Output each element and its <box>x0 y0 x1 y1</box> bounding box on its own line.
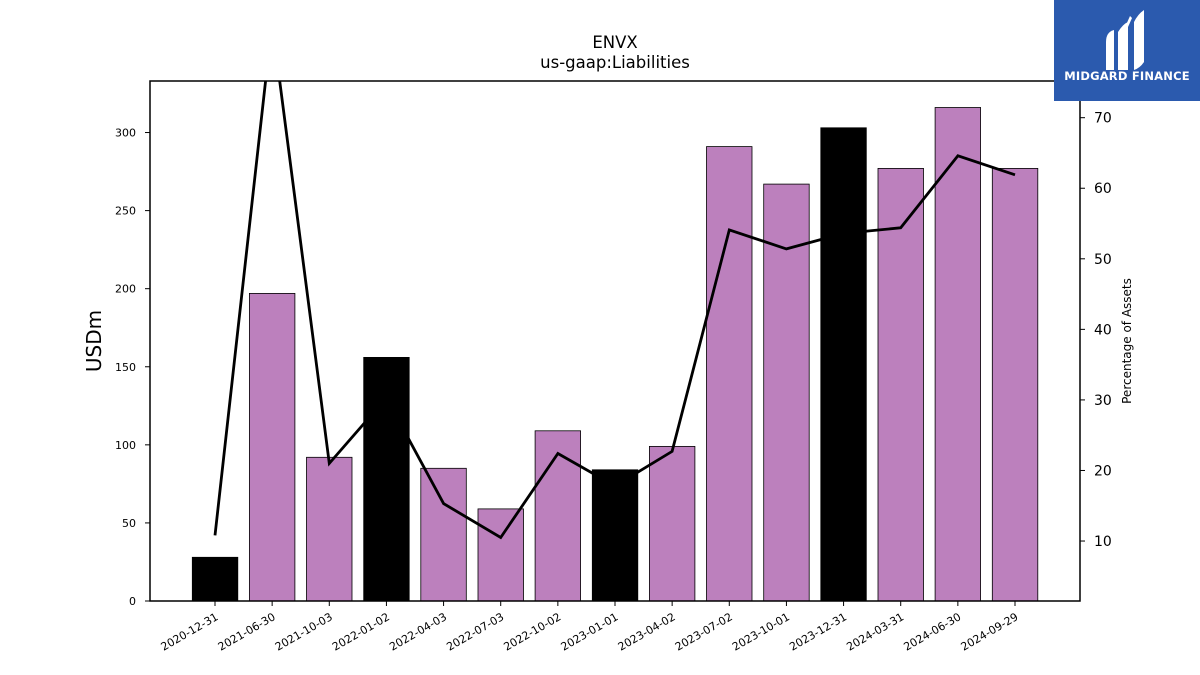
bar-2022-04-03 <box>420 467 467 602</box>
x-tick-label: 2022-01-02 <box>330 610 392 653</box>
x-tick-label: 2023-10-01 <box>730 610 792 653</box>
y2-tick-label: 40 <box>1094 322 1112 338</box>
chart-subtitle: us-gaap:Liabilities <box>540 53 690 72</box>
y-tick-label: 250 <box>115 205 136 218</box>
percentage-line <box>213 81 1016 540</box>
x-tick-label: 2024-03-31 <box>844 610 906 653</box>
y-tick-label: 50 <box>122 517 136 530</box>
y2-tick-label: 70 <box>1094 111 1112 127</box>
y-tick-label: 150 <box>115 361 136 374</box>
bar-2023-01-01 <box>591 469 639 602</box>
x-tick-label: 2024-09-29 <box>959 610 1021 653</box>
y2-axis-label: Percentage of Assets <box>1120 278 1134 404</box>
bar-2023-12-31 <box>820 127 867 602</box>
x-tick-label: 2021-10-03 <box>273 610 335 653</box>
bar-2022-01-02 <box>363 356 410 602</box>
y-tick-label: 300 <box>115 127 136 140</box>
bar-2021-06-30 <box>248 292 296 602</box>
x-tick-label: 2022-07-03 <box>444 610 506 653</box>
x-tick-label: 2024-06-30 <box>901 610 963 653</box>
bar-2023-10-01 <box>763 183 810 602</box>
midgard-finance-logo-icon <box>1106 10 1144 70</box>
y-tick-label: 0 <box>129 595 136 608</box>
chart-title: ENVX <box>592 33 637 52</box>
bar-2023-04-02 <box>649 445 696 602</box>
bar-2022-07-03 <box>477 508 524 602</box>
bars-group <box>191 107 1039 602</box>
y-tick-label: 100 <box>115 439 136 452</box>
bar-2020-12-31 <box>191 556 239 602</box>
y2-tick-label: 10 <box>1094 534 1112 550</box>
x-tick-label: 2021-06-30 <box>216 610 278 653</box>
line-group <box>213 81 1016 540</box>
bar-2022-10-02 <box>534 430 581 602</box>
brand-logo: MIDGARD FINANCE <box>1054 0 1200 101</box>
bar-2024-03-31 <box>877 167 924 602</box>
y-tick-label: 200 <box>115 283 136 296</box>
y2-tick-label: 60 <box>1094 181 1112 197</box>
y-axis-label: USDm <box>82 310 106 372</box>
x-tick-label: 2022-10-02 <box>501 610 563 653</box>
x-tick-label: 2022-04-03 <box>387 610 449 653</box>
y2-tick-label: 50 <box>1094 252 1112 268</box>
bar-2023-07-02 <box>706 146 753 602</box>
x-tick-label: 2023-07-02 <box>673 610 735 653</box>
y2-tick-label: 20 <box>1094 463 1112 479</box>
bar-2024-09-29 <box>991 167 1039 602</box>
bar-2024-06-30 <box>934 107 981 602</box>
brand-name: MIDGARD FINANCE <box>1064 69 1190 83</box>
x-tick-label: 2020-12-31 <box>159 610 221 653</box>
x-tick-label: 2023-01-01 <box>559 610 621 653</box>
y2-tick-label: 30 <box>1094 393 1112 409</box>
x-tick-label: 2023-04-02 <box>616 610 678 653</box>
x-tick-label: 2023-12-31 <box>787 610 849 653</box>
bar-2021-10-03 <box>306 456 353 602</box>
